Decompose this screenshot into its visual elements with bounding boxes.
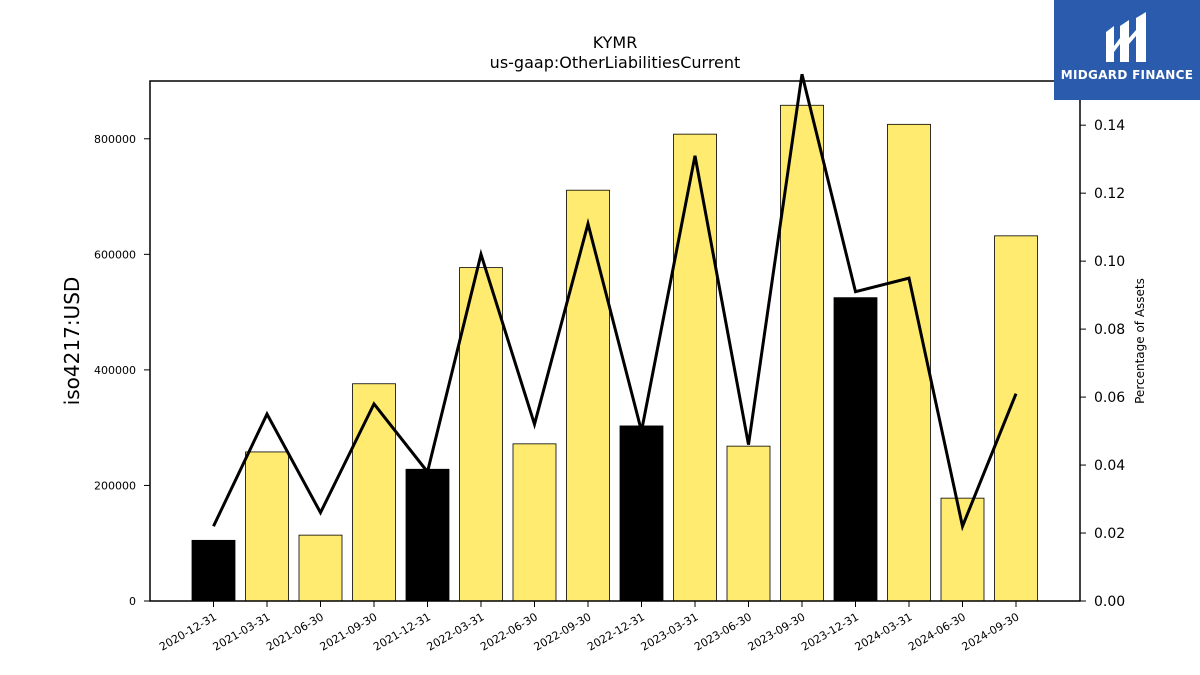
x-tick-label: 2023-12-31 xyxy=(799,610,861,653)
bar xyxy=(459,267,503,602)
midgard-finance-logo: MIDGARD FINANCE xyxy=(1054,0,1200,100)
y2-tick-label: 0.00 xyxy=(1094,594,1125,610)
bar xyxy=(673,133,717,602)
bar xyxy=(940,497,985,602)
midgard-m-logo-icon xyxy=(1106,12,1146,62)
y-tick-label: 0 xyxy=(129,595,136,608)
brand-name: MIDGARD FINANCE xyxy=(1060,68,1194,82)
bar xyxy=(191,539,236,602)
y2-axis-label: Percentage of Assets xyxy=(1133,278,1147,404)
bar xyxy=(298,534,343,602)
x-tick-label: 2024-09-30 xyxy=(960,610,1022,653)
bar xyxy=(994,235,1038,602)
bar xyxy=(887,123,931,602)
y-tick-label: 400000 xyxy=(94,364,136,377)
y-axis-label: iso4217:USD xyxy=(60,277,84,406)
bar xyxy=(726,445,771,602)
x-axis-ticks: 2020-12-312021-03-312021-06-302021-09-30… xyxy=(157,601,1022,654)
percentage-line-series xyxy=(212,73,1018,532)
bar xyxy=(245,451,289,602)
x-tick-label: 2024-03-31 xyxy=(853,610,915,653)
x-tick-label: 2020-12-31 xyxy=(157,610,219,653)
x-tick-label: 2023-06-30 xyxy=(692,610,754,653)
bar xyxy=(619,425,664,602)
x-tick-label: 2022-09-30 xyxy=(532,610,594,653)
y2-tick-label: 0.14 xyxy=(1094,118,1125,134)
bar xyxy=(352,383,396,602)
x-tick-label: 2022-06-30 xyxy=(478,610,540,653)
y2-tick-label: 0.06 xyxy=(1094,390,1125,406)
right-axis-ticks: 0.00 0.02 0.04 0.06 0.08 0.10 0.12 0.14 xyxy=(1080,118,1125,610)
y-tick-label: 600000 xyxy=(94,248,136,261)
x-tick-label: 2021-12-31 xyxy=(371,610,433,653)
chart-subtitle: us-gaap:OtherLiabilitiesCurrent xyxy=(490,53,741,72)
x-tick-label: 2022-03-31 xyxy=(425,610,487,653)
x-tick-label: 2021-06-30 xyxy=(264,610,326,653)
x-tick-label: 2024-06-30 xyxy=(906,610,968,653)
y2-tick-label: 0.02 xyxy=(1094,526,1125,542)
x-tick-label: 2021-09-30 xyxy=(318,610,380,653)
bar xyxy=(780,104,824,602)
bar xyxy=(833,297,878,602)
left-axis-ticks: 0 200000 400000 600000 800000 xyxy=(94,133,150,608)
bar-series xyxy=(191,104,1038,602)
x-tick-label: 2023-09-30 xyxy=(746,610,808,653)
line-path xyxy=(212,73,1018,532)
y-tick-label: 200000 xyxy=(94,479,136,492)
bar xyxy=(405,468,450,602)
y2-tick-label: 0.12 xyxy=(1094,186,1125,202)
y2-tick-label: 0.10 xyxy=(1094,254,1125,270)
y-tick-label: 800000 xyxy=(94,133,136,146)
bar xyxy=(512,443,557,602)
x-tick-label: 2021-03-31 xyxy=(211,610,273,653)
plot-frame xyxy=(149,80,1081,602)
x-tick-label: 2022-12-31 xyxy=(585,610,647,653)
x-tick-label: 2023-03-31 xyxy=(639,610,701,653)
y2-tick-label: 0.04 xyxy=(1094,458,1125,474)
chart-title: KYMR xyxy=(593,33,638,52)
y2-tick-label: 0.08 xyxy=(1094,322,1125,338)
bar xyxy=(566,189,610,602)
